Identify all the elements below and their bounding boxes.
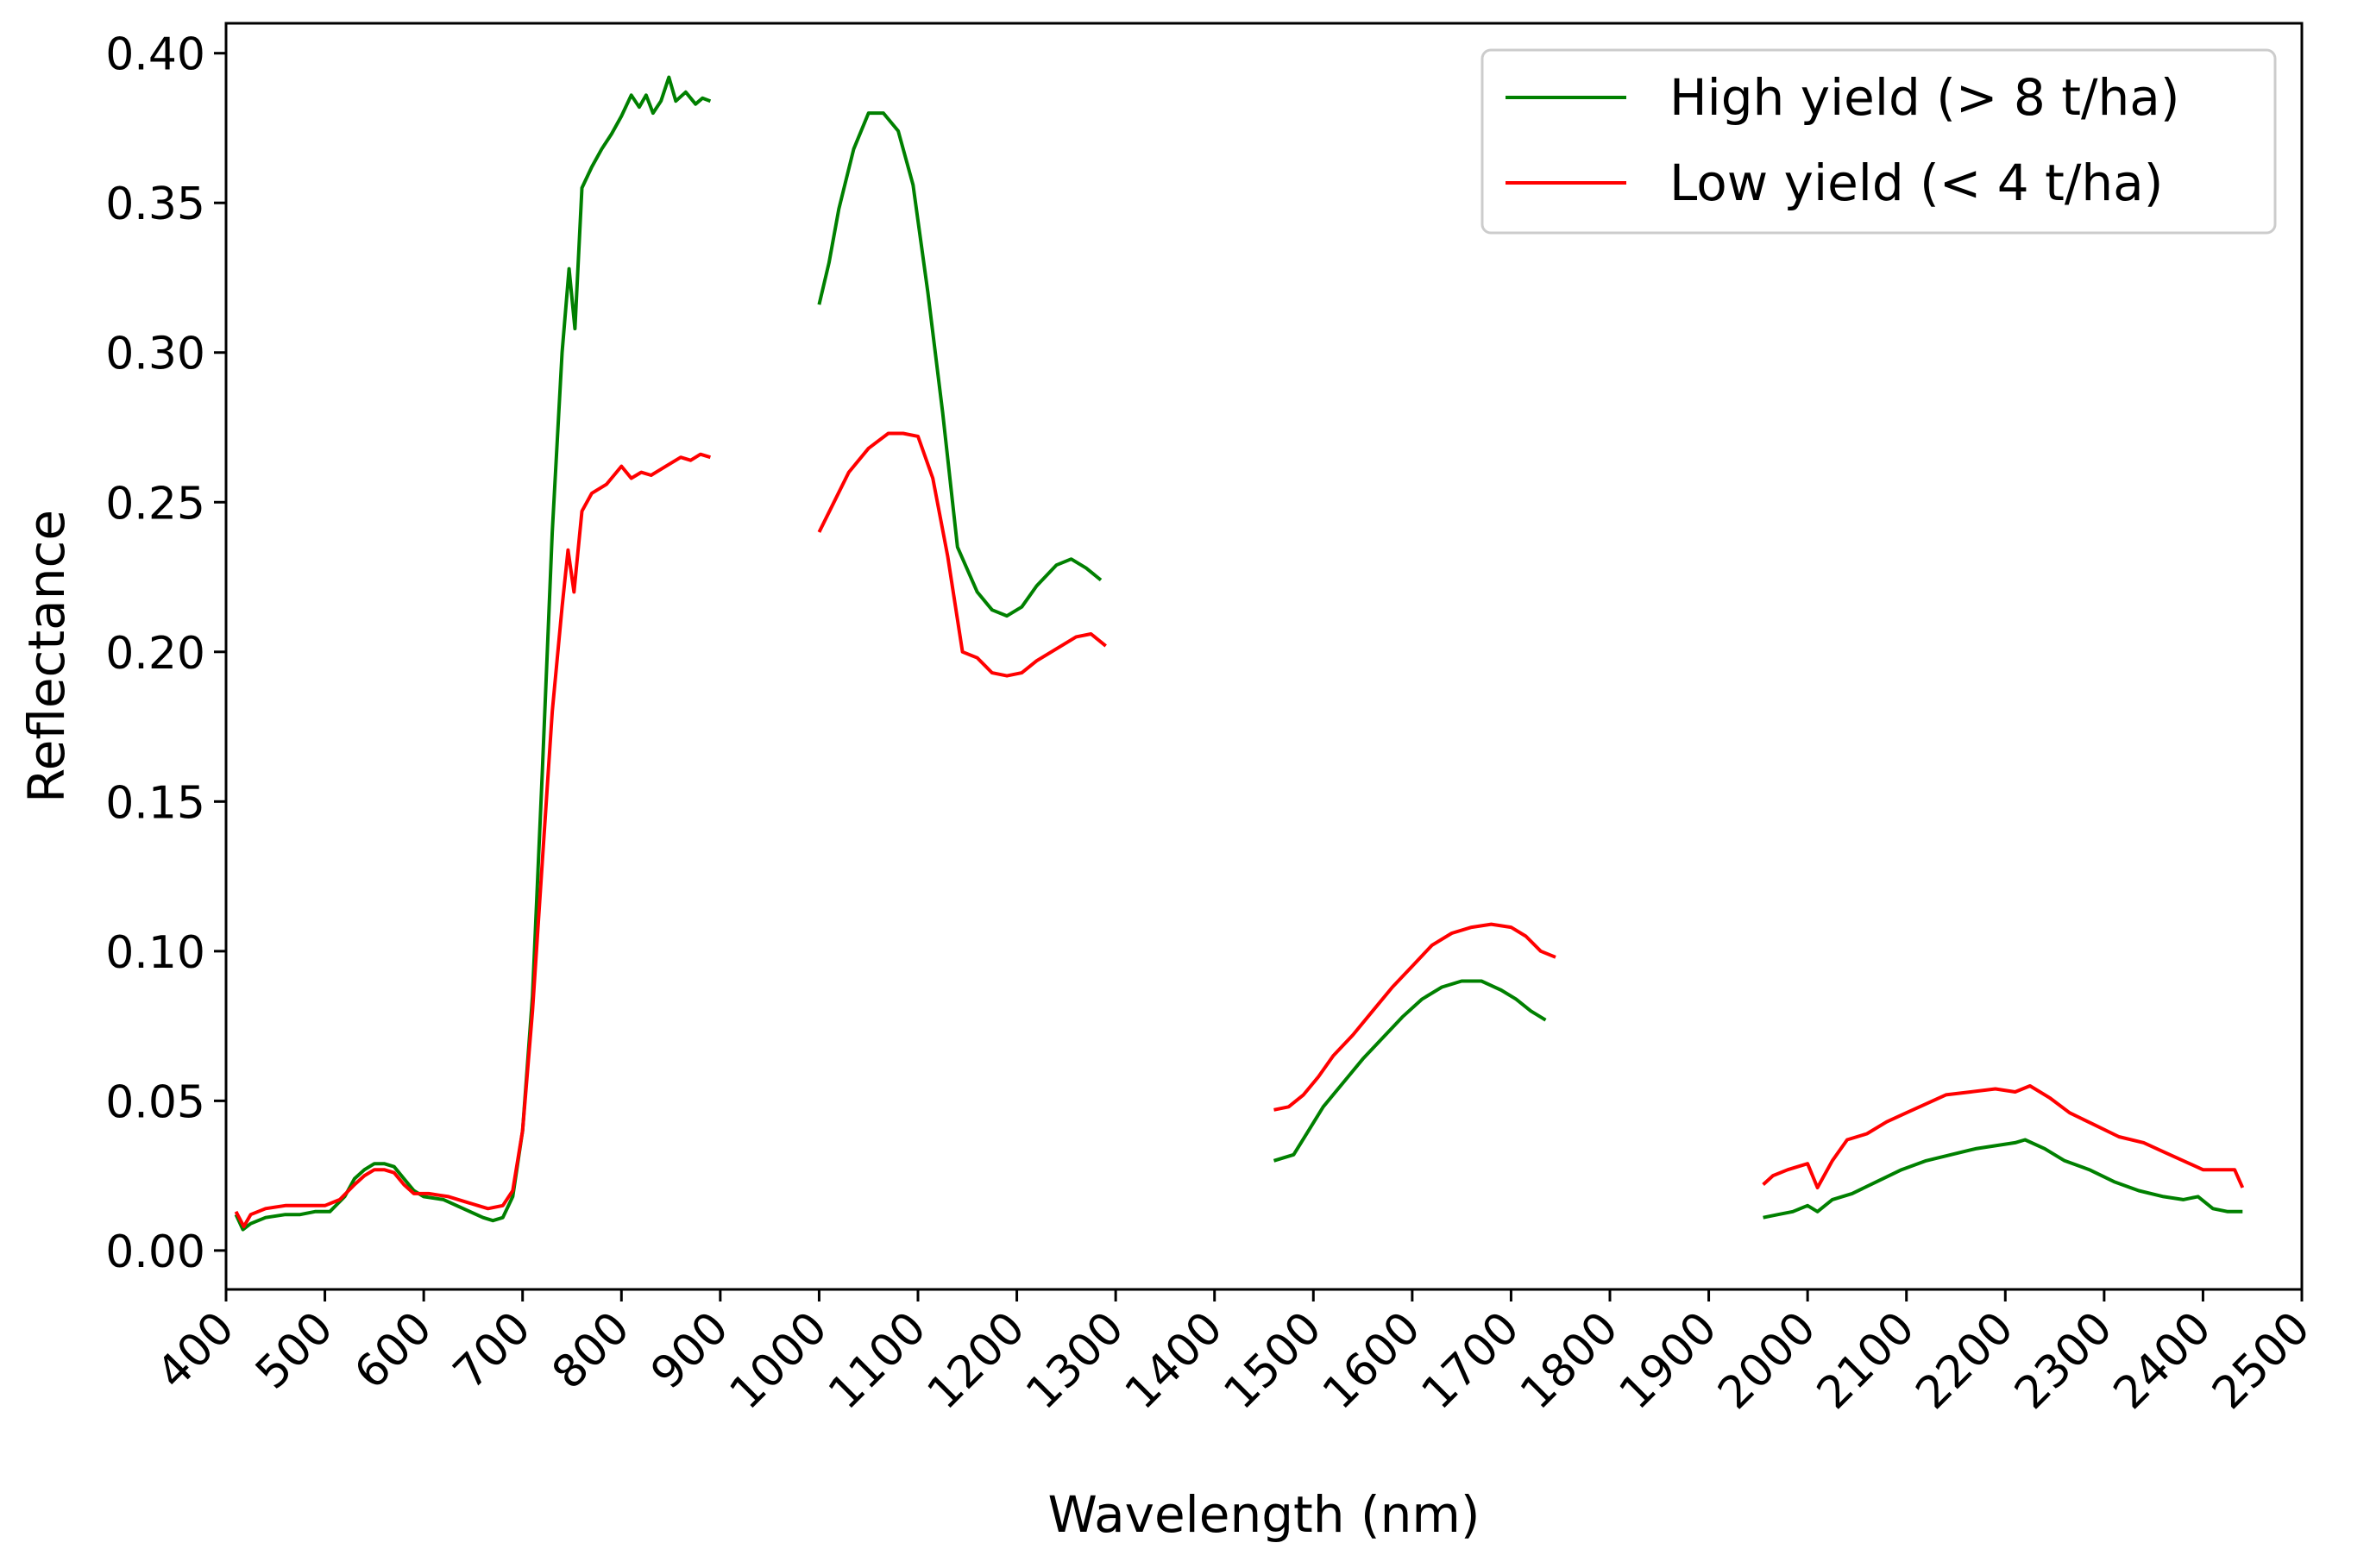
y-tick-label: 0.10 [105,927,205,979]
legend-label-0: High yield (> 8 t/ha) [1669,68,2179,127]
series-1-line-segment-1 [817,431,1107,678]
series-0-line-segment-2 [1273,979,1547,1163]
y-tick-label: 0.20 [105,628,205,680]
legend-box [1480,48,2277,235]
y-axis-ticks: 0.00 0.05 0.10 0.15 0.20 0.25 0.30 0.35 0.40 [105,29,226,1278]
series-0-line-segment-3 [1763,1138,2243,1220]
series-1-line-segment-3 [1762,1084,2245,1189]
series-0-line-segment-1 [817,111,1103,618]
legend: High yield (> 8 t/ha) Low yield (< 4 t/ha… [1480,48,2277,235]
y-tick-label: 0.05 [105,1076,205,1128]
y-tick-label: 0.40 [105,29,205,81]
y-axis-label: Reflectance [17,510,76,803]
legend-label-1: Low yield (< 4 t/ha) [1669,154,2163,212]
plot-lines [234,75,2245,1232]
x-axis-label: Wavelength (nm) [1047,1485,1480,1544]
plot-frame [224,22,2304,1291]
y-tick-label: 0.35 [105,179,205,230]
y-tick-label: 0.25 [105,478,205,530]
y-tick-label: 0.30 [105,329,205,380]
y-tick-label: 0.00 [105,1226,205,1278]
series-1-line-segment-0 [234,452,711,1229]
series-1-line-segment-2 [1273,922,1556,1112]
y-tick-label: 0.15 [105,777,205,829]
